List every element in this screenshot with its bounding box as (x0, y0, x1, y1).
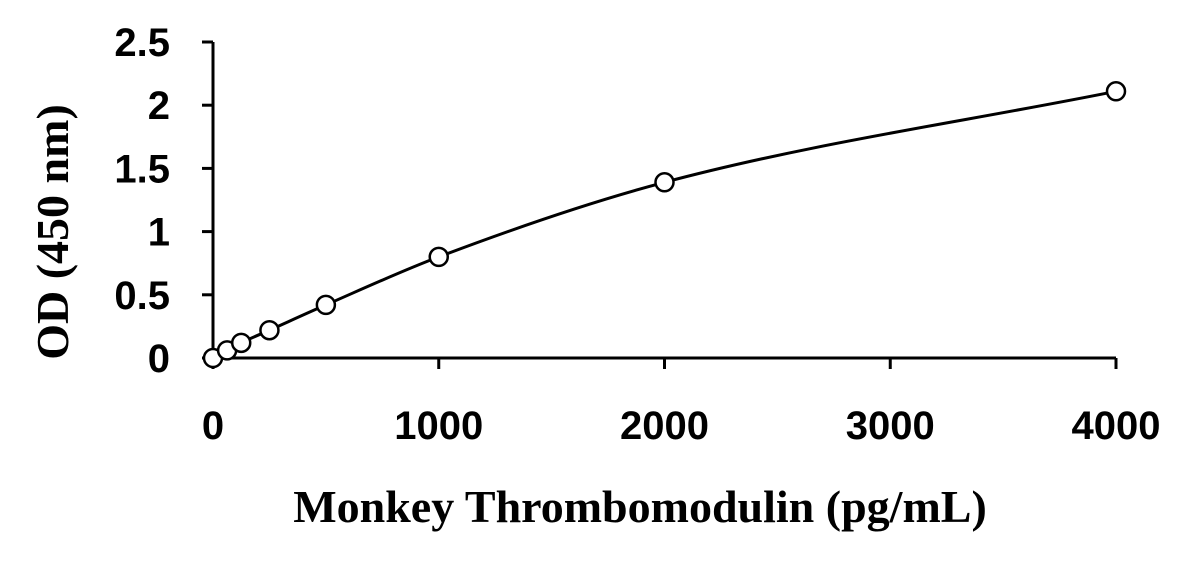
y-tick-label: 0 (148, 337, 170, 381)
data-point-marker (259, 319, 280, 341)
axes (211, 42, 1116, 360)
data-point-marker (1105, 81, 1127, 102)
data-point-marker (654, 172, 675, 193)
fit-curve (212, 89, 1117, 360)
x-tick-label: 3000 (846, 404, 935, 448)
data-point-marker (428, 246, 449, 268)
y-tick-label: 1 (148, 211, 170, 255)
y-axis-ticks: 0 0.5 1 1.5 2 2.5 (114, 21, 213, 381)
x-axis-ticks: 0 1000 2000 3000 4000 (202, 358, 1161, 448)
data-point-marker (230, 332, 252, 354)
x-axis-title: Monkey Thrombomodulin (pg/mL) (293, 481, 987, 532)
x-tick-label: 4000 (1072, 404, 1161, 448)
y-axis-title: OD (450 nm) (27, 104, 78, 360)
x-tick-label: 0 (202, 404, 224, 448)
data-points (202, 81, 1127, 369)
data-point-marker (315, 294, 337, 316)
x-tick-label: 1000 (394, 404, 483, 448)
y-tick-label: 2 (148, 84, 170, 128)
x-tick-label: 2000 (620, 404, 709, 448)
y-tick-label: 2.5 (114, 21, 170, 65)
fit-curve-group (212, 89, 1117, 360)
y-tick-label: 0.5 (114, 274, 170, 318)
y-tick-label: 1.5 (114, 147, 170, 191)
